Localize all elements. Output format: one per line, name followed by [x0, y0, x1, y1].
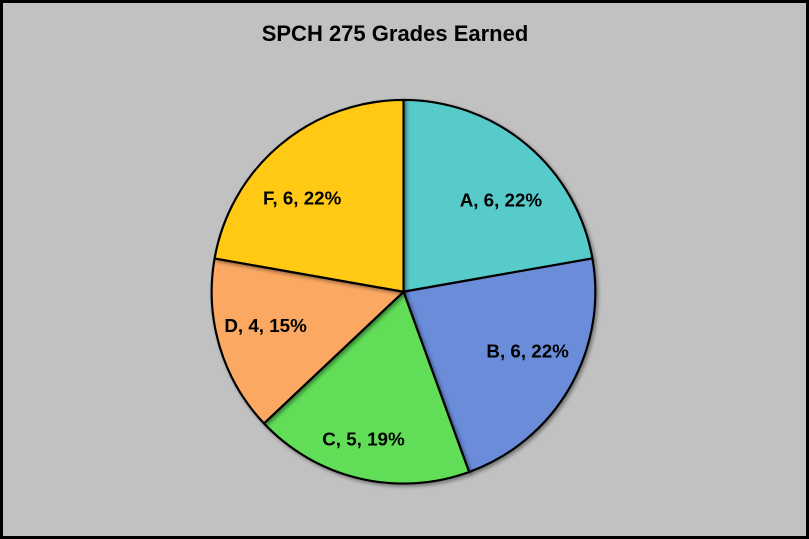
- pie-chart-svg: A, 6, 22% B, 6, 22% C, 5, 19% D, 4, 15% F, 6…: [210, 98, 597, 485]
- pie-slice-D[interactable]: [210, 257, 405, 425]
- pie-labels-group: A, 6, 22% B, 6, 22% C, 5, 19% D, 4, 15% F, 6…: [224, 187, 569, 449]
- pie-slice-A[interactable]: [402, 98, 594, 293]
- slice-label-D: D, 4, 15%: [224, 315, 307, 336]
- pie-slice-B[interactable]: [402, 257, 597, 474]
- slice-label-A: A, 6, 22%: [460, 189, 543, 210]
- slice-label-C: C, 5, 19%: [322, 429, 405, 450]
- pie-slices-group: [210, 98, 597, 485]
- chart-title: SPCH 275 Grades Earned: [261, 21, 529, 46]
- slice-label-B: B, 6, 22%: [486, 341, 569, 362]
- pie-slice-C[interactable]: [262, 290, 471, 485]
- pie-slice-F[interactable]: [213, 98, 405, 293]
- slice-label-F: F, 6, 22%: [263, 187, 342, 208]
